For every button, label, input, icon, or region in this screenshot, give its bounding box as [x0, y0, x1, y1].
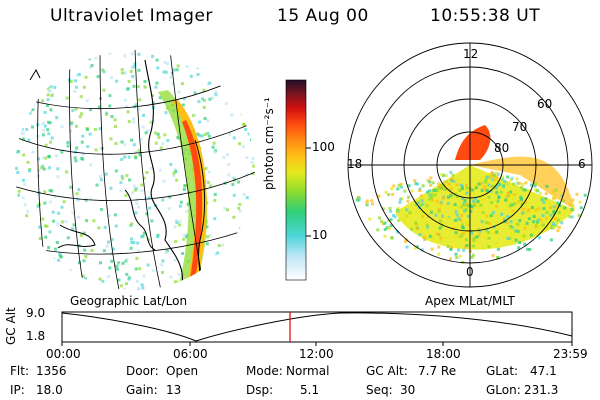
info-dsp-value: 5.1	[300, 383, 320, 397]
altitude-ticks	[61, 342, 573, 346]
time-tick-2359: 23:59	[553, 347, 588, 361]
geographic-image	[15, 50, 255, 290]
info-gain-value: 13	[166, 383, 182, 397]
altitude-ytick-low: 1.8	[26, 329, 46, 343]
info-gcalt-label: GC Alt:	[366, 364, 408, 378]
altitude-axis-label: GC Alt	[4, 307, 18, 345]
apex-caption: Apex MLat/MLT	[425, 294, 515, 308]
polar-oval-red	[455, 125, 491, 160]
info-gcalt-value: 7.7 Re	[418, 364, 457, 378]
mlt-label-18: 18	[347, 157, 363, 171]
info-gain-label: Gain:	[126, 383, 158, 397]
time-tick-0000: 00:00	[46, 347, 81, 361]
info-dsp-label: Dsp:	[246, 383, 274, 397]
mlat-label-60: 60	[537, 97, 553, 111]
polar-noise-field	[355, 170, 587, 264]
info-seq-value: 30	[400, 383, 416, 397]
app-title: Ultraviolet Imager	[50, 6, 213, 26]
colorbar-tick-10: 10	[312, 228, 328, 242]
info-door-value: Open	[166, 364, 199, 378]
time-tick-1200: 12:00	[299, 347, 334, 361]
info-ip-value: 18.0	[36, 383, 63, 397]
altitude-plot-frame	[61, 311, 573, 343]
header-date: 15 Aug 00	[277, 6, 369, 26]
info-glat-value: 47.1	[530, 364, 557, 378]
mlt-label-6: 6	[578, 157, 586, 171]
altitude-curve	[61, 312, 573, 342]
info-ip-label: IP:	[10, 383, 25, 397]
info-mode-value: Normal	[286, 364, 330, 378]
colorbar	[285, 79, 307, 281]
info-mode-label: Mode:	[246, 364, 283, 378]
north-arrow-icon	[29, 68, 41, 81]
info-glat-label: GLat:	[486, 364, 519, 378]
polar-oval-noon	[470, 156, 575, 210]
info-flt-value: 1356	[36, 364, 67, 378]
info-glon-label: GLon:	[486, 383, 521, 397]
info-glon-value: 231.3	[524, 383, 559, 397]
info-door-label: Door:	[126, 364, 159, 378]
geographic-caption: Geographic Lat/Lon	[70, 294, 188, 308]
polar-grid	[347, 42, 593, 288]
mlt-label-12: 12	[463, 47, 479, 61]
colorbar-label: photon cm⁻²s⁻¹	[262, 97, 276, 190]
time-tick-0600: 06:00	[173, 347, 208, 361]
info-flt-label: Flt:	[10, 364, 29, 378]
mlt-label-0: 0	[466, 265, 474, 279]
time-tick-1800: 18:00	[426, 347, 461, 361]
mlat-label-80: 80	[494, 141, 510, 155]
header-time: 10:55:38 UT	[430, 6, 541, 26]
altitude-ytick-high: 9.0	[26, 306, 46, 320]
info-seq-label: Seq:	[366, 383, 393, 397]
polar-image	[355, 125, 587, 264]
colorbar-tick-100: 100	[312, 140, 335, 154]
mlat-label-70: 70	[512, 120, 528, 134]
